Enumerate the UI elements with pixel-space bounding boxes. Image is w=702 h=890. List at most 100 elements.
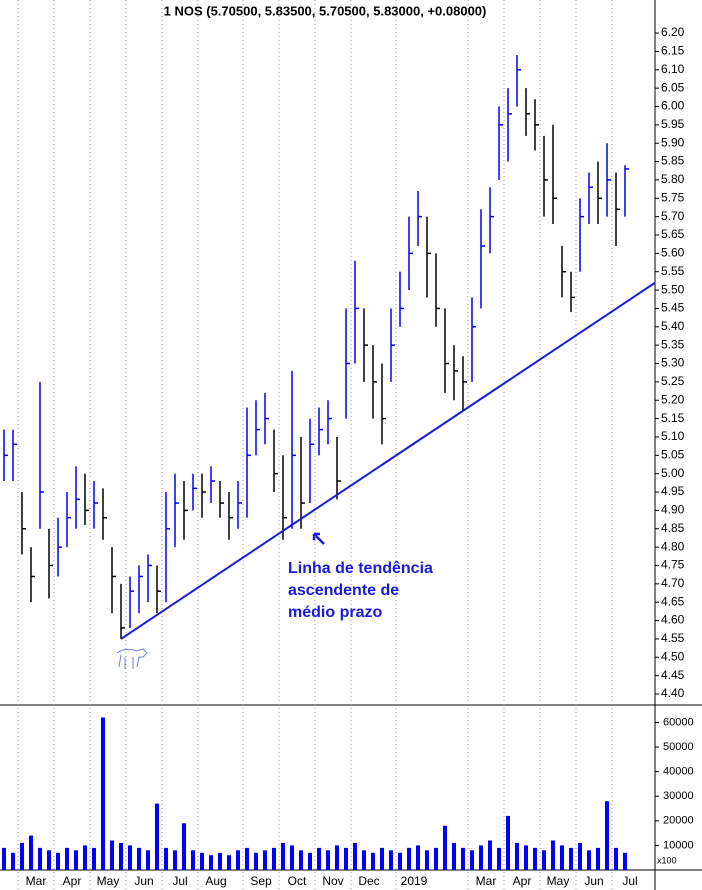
volume-bar (299, 850, 303, 870)
volume-bar (425, 850, 429, 870)
volume-bar (182, 823, 186, 870)
volume-bar (560, 845, 564, 870)
volume-bar (272, 847, 276, 870)
chart-title: 1 NOS (5.70500, 5.83500, 5.70500, 5.8300… (164, 3, 487, 18)
volume-bar (506, 815, 510, 870)
volume-bar (308, 852, 312, 870)
y-tick-label: 10000 (663, 839, 694, 851)
annotation: Linha de tendência (288, 560, 433, 577)
x-tick-label: Dec (358, 874, 379, 888)
y-tick-label: 4.60 (661, 613, 685, 627)
volume-bar (479, 845, 483, 870)
volume-bar (605, 801, 609, 870)
volume-bar (434, 847, 438, 870)
volume-bar (542, 850, 546, 870)
volume-bar (218, 852, 222, 870)
y-tick-label: 5.90 (661, 135, 685, 149)
y-tick-label: 5.50 (661, 282, 685, 296)
unit-label: x100 (657, 855, 677, 865)
volume-bar (578, 842, 582, 870)
y-tick-label: 5.75 (661, 190, 685, 204)
y-tick-label: 5.00 (661, 466, 685, 480)
volume-bar (335, 845, 339, 870)
volume-bar (326, 850, 330, 870)
volume-bar (596, 847, 600, 870)
volume-bar (461, 847, 465, 870)
volume-bar (119, 842, 123, 870)
y-tick-label: 5.15 (661, 411, 685, 425)
volume-bar (614, 847, 618, 870)
volume-bar (524, 845, 528, 870)
x-tick-label: 2019 (401, 874, 428, 888)
volume-bar (110, 840, 114, 870)
y-tick-label: 5.35 (661, 337, 685, 351)
trendline (120, 281, 656, 640)
volume-bar (569, 847, 573, 870)
volume-bar (551, 840, 555, 870)
volume-bar (452, 842, 456, 870)
y-tick-label: 5.95 (661, 117, 685, 131)
x-tick-label: Jun (584, 874, 603, 888)
volume-bar (11, 852, 15, 870)
volume-bar (533, 847, 537, 870)
x-tick-label: Aug (205, 874, 226, 888)
y-tick-label: 4.90 (661, 503, 685, 517)
y-tick-label: 5.40 (661, 319, 685, 333)
x-tick-label: Mar (26, 874, 47, 888)
annotation: médio prazo (288, 604, 382, 621)
y-tick-label: 4.80 (661, 539, 685, 553)
volume-bar (380, 847, 384, 870)
y-tick-label: 20000 (663, 815, 694, 827)
y-tick-label: 4.45 (661, 668, 685, 682)
y-tick-label: 5.55 (661, 264, 685, 278)
volume-bar (281, 842, 285, 870)
y-tick-label: 4.85 (661, 521, 685, 535)
volume-bar (515, 842, 519, 870)
y-tick-label: 30000 (663, 790, 694, 802)
volume-bar (416, 845, 420, 870)
x-tick-label: Oct (288, 874, 307, 888)
volume-bar (227, 855, 231, 870)
y-tick-label: 5.30 (661, 356, 685, 370)
y-tick-label: 5.80 (661, 172, 685, 186)
volume-bar (497, 847, 501, 870)
y-tick-label: 6.10 (661, 62, 685, 76)
volume-bar (146, 850, 150, 870)
y-tick-label: 5.20 (661, 392, 685, 406)
x-tick-label: May (547, 874, 570, 888)
volume-bar (254, 852, 258, 870)
volume-bar (623, 852, 627, 870)
volume-bar (407, 847, 411, 870)
volume-bar (398, 852, 402, 870)
y-tick-label: 5.85 (661, 154, 685, 168)
y-tick-label: 4.70 (661, 576, 685, 590)
y-tick-label: 6.20 (661, 25, 685, 39)
y-tick-label: 40000 (663, 766, 694, 778)
volume-bar (236, 850, 240, 870)
volume-bar (344, 847, 348, 870)
x-tick-label: Apr (513, 874, 532, 888)
volume-bar (137, 847, 141, 870)
y-tick-label: 5.60 (661, 246, 685, 260)
y-tick-label: 5.45 (661, 301, 685, 315)
y-tick-label: 6.05 (661, 80, 685, 94)
annotation: ascendente de (288, 582, 399, 599)
bull-icon (116, 648, 148, 669)
volume-bar (2, 847, 6, 870)
y-tick-label: 4.65 (661, 594, 685, 608)
y-tick-label: 5.25 (661, 374, 685, 388)
volume-bar (164, 847, 168, 870)
volume-bar (128, 845, 132, 870)
volume-bar (20, 842, 24, 870)
x-tick-label: May (97, 874, 120, 888)
volume-bar (83, 845, 87, 870)
volume-bar (56, 852, 60, 870)
x-tick-label: Jul (172, 874, 187, 888)
volume-bar (209, 855, 213, 870)
y-tick-label: 4.50 (661, 649, 685, 663)
y-tick-label: 5.10 (661, 429, 685, 443)
y-tick-label: 50000 (663, 741, 694, 753)
volume-bar (47, 850, 51, 870)
